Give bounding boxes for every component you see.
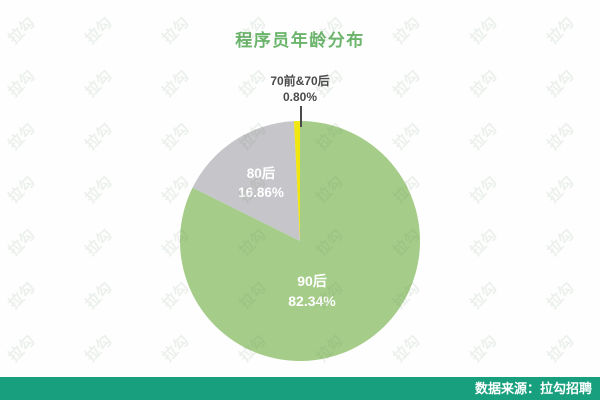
watermark-text: 拉勾 xyxy=(4,119,38,153)
watermark-text: 拉勾 xyxy=(466,225,500,259)
watermark-text: 拉勾 xyxy=(466,331,500,365)
source-bar: 数据来源：拉勾招聘 xyxy=(0,377,600,400)
watermark-text: 拉勾 xyxy=(543,225,577,259)
watermark-text: 拉勾 xyxy=(543,119,577,153)
watermark-text: 拉勾 xyxy=(81,119,115,153)
watermark-text: 拉勾 xyxy=(81,225,115,259)
watermark-text: 拉勾 xyxy=(466,119,500,153)
watermark-text: 拉勾 xyxy=(81,278,115,312)
watermark-text: 拉勾 xyxy=(466,278,500,312)
slice-label-80-name: 80后 xyxy=(246,166,276,181)
watermark-text: 拉勾 xyxy=(466,66,500,100)
pie-slice-70前&70后 xyxy=(293,121,300,241)
watermark-text: 拉勾 xyxy=(81,172,115,206)
slice-label-90-value: 82.34% xyxy=(288,293,336,309)
slice-callout-label: 70前&70后 xyxy=(270,74,330,88)
watermark-text: 拉勾 xyxy=(4,66,38,100)
watermark-text: 拉勾 xyxy=(4,172,38,206)
slice-label-90: 90后 82.34% xyxy=(257,272,367,310)
callout-leader-line xyxy=(300,106,302,127)
watermark-text: 拉勾 xyxy=(81,66,115,100)
slice-callout-value: 0.80% xyxy=(282,90,318,104)
pie-chart xyxy=(180,121,421,361)
slice-label-80: 80后 16.86% xyxy=(206,165,316,201)
watermark-text: 拉勾 xyxy=(81,331,115,365)
watermark-text: 拉勾 xyxy=(4,278,38,312)
slice-callout-70: 70前&70后 0.80% xyxy=(200,73,400,105)
watermark-text: 拉勾 xyxy=(543,331,577,365)
slice-label-80-value: 16.86% xyxy=(238,185,284,200)
watermark-text: 拉勾 xyxy=(543,278,577,312)
watermark-text: 拉勾 xyxy=(4,225,38,259)
chart-title: 程序员年龄分布 xyxy=(235,31,365,50)
slice-label-90-name: 90后 xyxy=(297,273,327,289)
watermark-text: 拉勾 xyxy=(466,172,500,206)
watermark-text: 拉勾 xyxy=(4,331,38,365)
watermark-text: 拉勾 xyxy=(158,66,192,100)
pie-slice-90后 xyxy=(180,121,421,361)
watermark-text: 拉勾 xyxy=(543,66,577,100)
watermark-text: 拉勾 xyxy=(543,172,577,206)
pie-slice-80后 xyxy=(192,121,300,241)
source-text: 数据来源：拉勾招聘 xyxy=(474,381,592,396)
